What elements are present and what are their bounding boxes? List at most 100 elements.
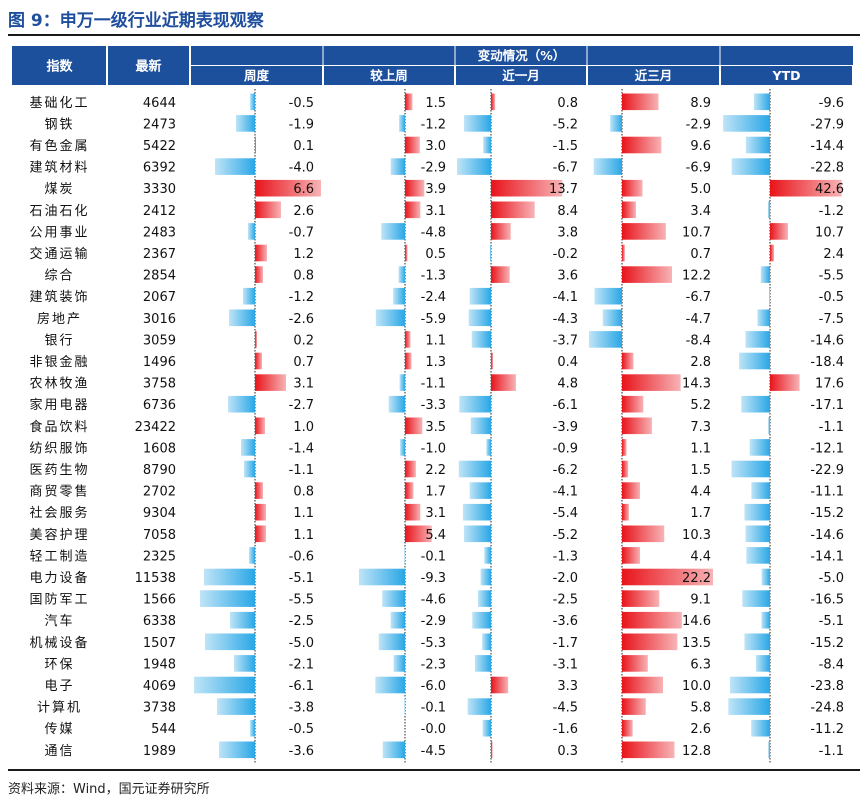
value-label: 1.2: [293, 247, 314, 262]
bar: [217, 698, 255, 715]
value-label: 5.4: [425, 528, 446, 543]
row-latest: 2483: [143, 225, 176, 240]
bar: [228, 395, 255, 413]
bar: [255, 136, 256, 154]
bar: [491, 741, 493, 759]
value-label: 5.8: [690, 701, 711, 716]
value-label: -2.0: [553, 571, 578, 586]
value-label: -14.6: [810, 528, 844, 543]
value-label: -22.8: [810, 161, 844, 176]
value-label: -4.8: [421, 225, 446, 240]
bar: [491, 676, 509, 694]
header-cell-group: [191, 46, 853, 65]
value-label: -2.1: [289, 657, 314, 672]
row-name: 基础化工: [29, 96, 89, 111]
value-label: 0.3: [557, 744, 578, 759]
row-latest: 6338: [143, 614, 176, 629]
bar: [194, 676, 255, 694]
bar: [248, 223, 255, 240]
bar: [405, 244, 408, 262]
bar: [241, 439, 255, 456]
bar: [491, 179, 563, 197]
bar: [255, 244, 267, 262]
row-name: 房地产: [37, 311, 82, 327]
header-cell-latest: [108, 46, 189, 85]
value-label: 3.9: [425, 182, 446, 197]
value-label: -8.4: [819, 657, 844, 672]
row-latest: 1507: [143, 636, 176, 651]
value-label: 14.3: [682, 377, 711, 392]
bar: [250, 93, 255, 111]
value-label: 3.6: [557, 269, 578, 284]
bar: [483, 136, 491, 154]
bar: [745, 331, 770, 348]
value-label: -18.4: [810, 355, 844, 370]
value-label: -1.5: [553, 139, 578, 154]
bar: [484, 547, 491, 564]
value-label: -6.9: [686, 161, 711, 176]
header-sub-label-0: 周度: [244, 68, 270, 83]
bar: [622, 655, 648, 672]
bar: [622, 503, 629, 521]
bar: [622, 266, 673, 283]
value-label: 0.2: [293, 333, 314, 348]
value-label: 6.6: [293, 182, 314, 197]
bar: [472, 611, 491, 629]
value-label: -3.7: [553, 333, 578, 348]
bar: [467, 698, 491, 715]
value-label: -4.1: [553, 290, 578, 305]
bar: [474, 655, 491, 672]
value-label: 10.7: [682, 225, 711, 240]
bar: [594, 287, 622, 305]
bar: [491, 352, 494, 370]
bar: [593, 158, 622, 175]
header-latest-label: 最新: [135, 59, 161, 75]
row-name: 国防军工: [29, 592, 89, 608]
bar: [622, 460, 629, 478]
row-latest: 4069: [143, 679, 176, 694]
bar: [751, 482, 770, 499]
value-label: -6.0: [421, 679, 446, 694]
bar: [478, 590, 491, 607]
bar: [622, 482, 641, 499]
value-label: 3.4: [690, 204, 711, 219]
value-label: 1.1: [690, 441, 711, 456]
bar: [469, 287, 491, 305]
bar: [770, 179, 842, 197]
bar: [458, 460, 491, 478]
row-latest: 1948: [143, 657, 176, 672]
value-label: -5.2: [553, 528, 578, 543]
bar: [390, 611, 405, 629]
bar: [770, 244, 775, 262]
value-label: -14.1: [810, 549, 844, 564]
bar: [622, 244, 625, 262]
bar: [255, 179, 321, 197]
row-name: 电子: [44, 679, 74, 694]
value-label: 0.7: [293, 355, 314, 370]
row-name: 石油石化: [29, 204, 89, 219]
row-latest: 2854: [143, 269, 176, 284]
bar: [405, 352, 412, 370]
value-label: -6.1: [553, 398, 578, 413]
row-name: 环保: [44, 657, 74, 672]
bottom-rule: [8, 769, 860, 771]
value-label: 3.0: [425, 139, 446, 154]
bar: [244, 460, 255, 478]
row-name: 非银金融: [29, 354, 89, 370]
value-label: -5.0: [819, 571, 844, 586]
value-label: 2.8: [690, 355, 711, 370]
value-label: -0.9: [553, 441, 578, 456]
bar: [622, 395, 644, 413]
bar: [255, 266, 263, 283]
bar: [229, 309, 255, 327]
row-latest: 6736: [143, 398, 176, 413]
value-label: 3.1: [425, 204, 446, 219]
row-name: 家用电器: [29, 397, 89, 413]
bar: [405, 136, 420, 154]
row-latest: 1496: [143, 355, 176, 370]
value-label: -1.4: [289, 441, 314, 456]
bar: [741, 395, 770, 413]
value-label: 1.5: [690, 463, 711, 478]
row-latest: 6392: [143, 161, 176, 176]
value-label: -4.1: [553, 485, 578, 500]
